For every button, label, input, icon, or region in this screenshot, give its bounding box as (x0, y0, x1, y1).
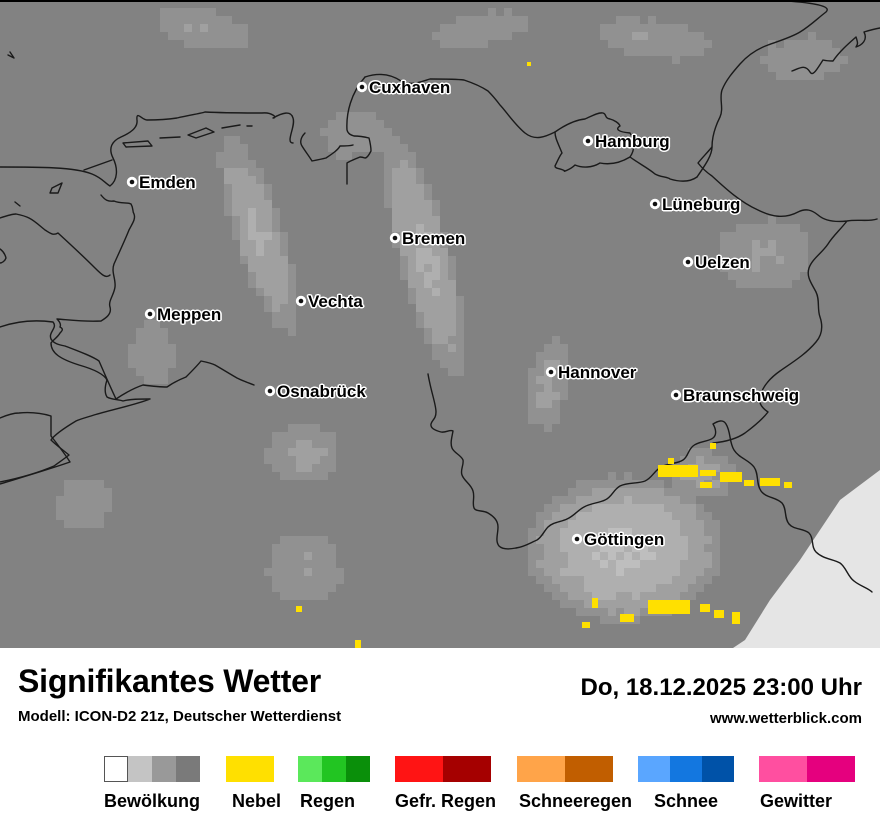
svg-text:Göttingen: Göttingen (584, 530, 664, 549)
svg-text:Vechta: Vechta (308, 292, 363, 311)
svg-text:Hamburg: Hamburg (595, 132, 670, 151)
svg-text:Osnabrück: Osnabrück (277, 382, 366, 401)
svg-text:Hannover: Hannover (558, 363, 637, 382)
svg-text:Meppen: Meppen (157, 305, 221, 324)
svg-text:Bremen: Bremen (402, 229, 465, 248)
svg-text:Uelzen: Uelzen (695, 253, 750, 272)
svg-text:Emden: Emden (139, 173, 196, 192)
svg-text:Cuxhaven: Cuxhaven (369, 78, 450, 97)
svg-text:Braunschweig: Braunschweig (683, 386, 799, 405)
svg-text:Lüneburg: Lüneburg (662, 195, 740, 214)
